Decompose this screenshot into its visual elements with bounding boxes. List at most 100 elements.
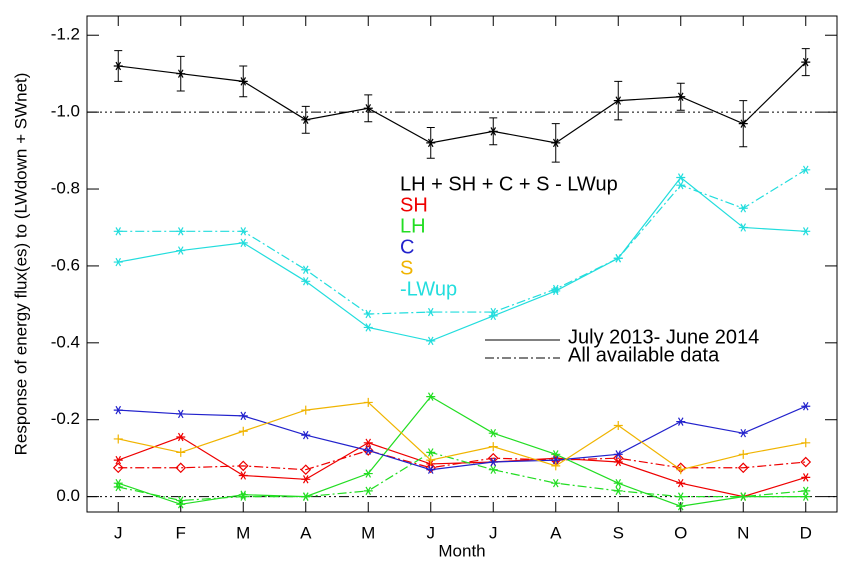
error-bar: [239, 65, 248, 98]
marker: [362, 445, 374, 456]
error-bar: [364, 94, 373, 123]
marker: [113, 455, 123, 465]
series-line: [118, 451, 806, 502]
marker: [613, 486, 623, 496]
marker: [301, 430, 311, 440]
marker: [363, 323, 373, 332]
marker: [363, 309, 373, 319]
series-line: [118, 436, 806, 498]
marker: [176, 432, 186, 442]
marker: [113, 405, 123, 415]
marker: [613, 457, 623, 467]
x-tick-label: D: [800, 523, 812, 542]
marker: [301, 492, 311, 501]
marker: [676, 465, 686, 475]
marker: [738, 204, 748, 213]
marker: [738, 223, 748, 232]
marker: [738, 428, 748, 438]
marker: [801, 165, 811, 175]
plot-frame: [86, 15, 838, 513]
marker: [363, 446, 373, 455]
marker: [801, 227, 811, 236]
marker: [801, 402, 811, 411]
marker: [363, 486, 373, 496]
marker: [426, 448, 436, 457]
marker: [238, 492, 248, 501]
marker: [676, 417, 686, 426]
marker: [801, 492, 811, 501]
x-tick-label: A: [550, 523, 562, 542]
marker: [738, 492, 748, 501]
error-bar: [801, 48, 810, 77]
legend-entry: LH: [400, 215, 426, 237]
marker: [676, 502, 686, 511]
legend-entry: LH + SH + C + S - LWup: [400, 173, 618, 195]
marker: [488, 457, 498, 467]
error-bar: [676, 82, 685, 111]
marker: [301, 405, 311, 415]
marker: [301, 265, 311, 274]
marker: [238, 227, 248, 236]
marker: [426, 392, 436, 401]
marker: [676, 478, 686, 488]
error-bar: [614, 80, 623, 121]
y-tick-label: -0.4: [51, 332, 80, 351]
series-line: [118, 395, 806, 507]
legend-label: All available data: [568, 344, 720, 366]
marker: [613, 478, 623, 488]
series-line: [118, 176, 806, 342]
marker: [363, 438, 373, 448]
marker: [613, 450, 623, 459]
x-tick-label: J: [114, 523, 123, 542]
marker: [238, 238, 248, 248]
marker: [425, 462, 437, 474]
marker: [113, 434, 123, 444]
marker: [176, 227, 186, 236]
x-tick-label: J: [489, 523, 498, 542]
marker: [363, 469, 373, 478]
y-tick-label: -1.2: [51, 25, 80, 44]
legend-entry: -LWup: [400, 278, 457, 300]
marker: [113, 227, 123, 236]
marker: [238, 471, 248, 480]
marker: [801, 473, 811, 482]
x-tick-label: J: [427, 523, 436, 542]
error-bar: [114, 50, 123, 82]
marker: [738, 449, 748, 459]
x-axis-title: Month: [438, 541, 485, 560]
marker: [801, 486, 811, 496]
legend-entry: S: [400, 257, 413, 279]
y-tick-label: -0.8: [51, 179, 80, 198]
marker: [488, 428, 498, 438]
marker: [488, 442, 498, 452]
marker: [613, 254, 623, 263]
y-tick-label: -0.2: [51, 409, 80, 428]
error-bar: [426, 127, 435, 159]
legend-label: July 2013- June 2014: [568, 326, 759, 348]
marker: [112, 462, 124, 474]
marker: [551, 455, 561, 465]
marker: [801, 438, 811, 448]
marker: [426, 455, 436, 465]
marker: [176, 447, 186, 457]
marker: [551, 461, 561, 471]
series-line: [118, 405, 806, 471]
error-bar: [489, 117, 498, 146]
series-line: [118, 169, 807, 315]
y-axis-title: Response of energy flux(es) to (LWdown +…: [11, 73, 30, 456]
marker: [676, 180, 686, 190]
x-tick-label: F: [176, 523, 186, 542]
marker: [176, 246, 186, 255]
marker: [426, 307, 436, 317]
marker: [301, 475, 311, 484]
marker: [300, 464, 312, 476]
error-bar: [301, 105, 310, 134]
series-line: [118, 401, 806, 471]
x-tick-label: M: [361, 523, 375, 542]
x-tick-label: O: [674, 523, 687, 542]
legend-entry: C: [400, 236, 414, 258]
marker: [488, 465, 498, 474]
y-tick-label: 0.0: [56, 486, 80, 505]
marker: [176, 500, 186, 509]
